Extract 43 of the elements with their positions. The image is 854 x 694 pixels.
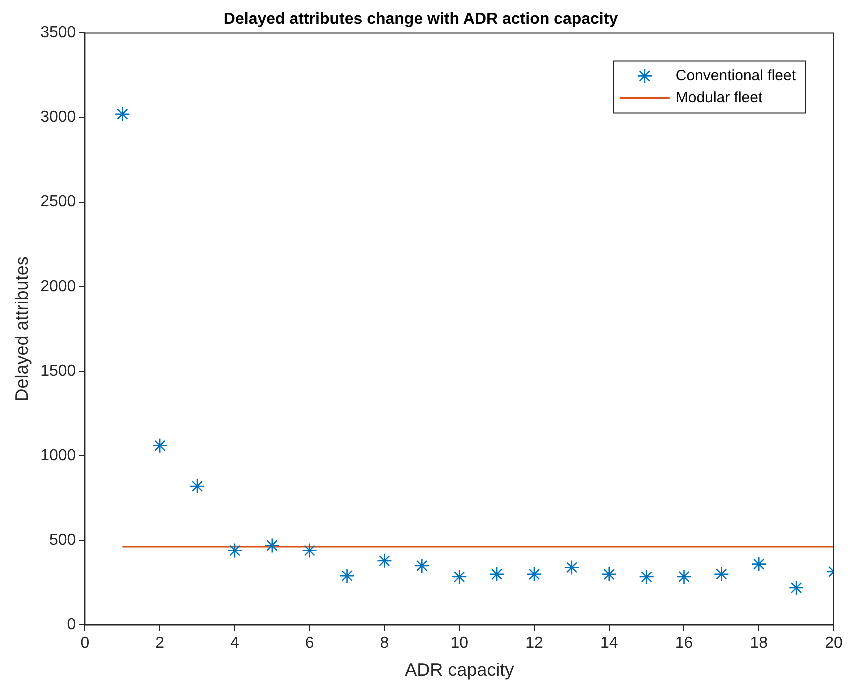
x-tick-label: 4 (230, 635, 240, 652)
y-tick-label: 2500 (40, 194, 76, 211)
point (788, 580, 804, 596)
x-tick-label: 10 (450, 635, 469, 652)
point (190, 478, 206, 494)
point (602, 566, 618, 582)
point (302, 543, 318, 558)
legend-label: Conventional fleet (676, 67, 797, 84)
x-tick-label: 14 (600, 635, 618, 652)
point (751, 556, 767, 572)
y-tick-label: 3500 (40, 24, 76, 42)
point (414, 558, 430, 574)
point (526, 566, 542, 582)
chart-title: Delayed attributes change with ADR action capacity (224, 11, 618, 28)
x-tick-label: 16 (675, 635, 694, 652)
point (377, 553, 392, 569)
point (340, 568, 355, 584)
point (114, 106, 130, 122)
x-tick-label: 8 (380, 635, 390, 652)
y-tick-label: 3000 (40, 109, 76, 126)
y-tick-label: 0 (67, 616, 76, 634)
point (264, 538, 280, 554)
x-tick-label: 20 (825, 635, 843, 652)
y-tick-label: 1000 (40, 447, 76, 464)
point (452, 569, 468, 585)
point (639, 569, 654, 585)
legend-label: Modular fleet (676, 89, 764, 106)
y-axis-title: Delayed attributes (12, 256, 32, 402)
point (152, 438, 168, 454)
y-tick-label: 500 (49, 532, 76, 550)
x-tick-label: 12 (526, 635, 544, 652)
point (564, 560, 580, 576)
x-axis-title: ADR capacity (405, 660, 514, 680)
x-tick-label: 2 (156, 635, 165, 652)
y-tick-label: 1500 (40, 362, 76, 380)
point (489, 566, 505, 582)
y-tick-label: 2000 (40, 278, 76, 296)
x-tick-label: 6 (305, 635, 314, 652)
x-tick-label: 0 (80, 635, 90, 652)
point (227, 543, 243, 558)
point (676, 569, 692, 585)
x-tick-label: 18 (750, 635, 768, 652)
point (714, 566, 730, 582)
